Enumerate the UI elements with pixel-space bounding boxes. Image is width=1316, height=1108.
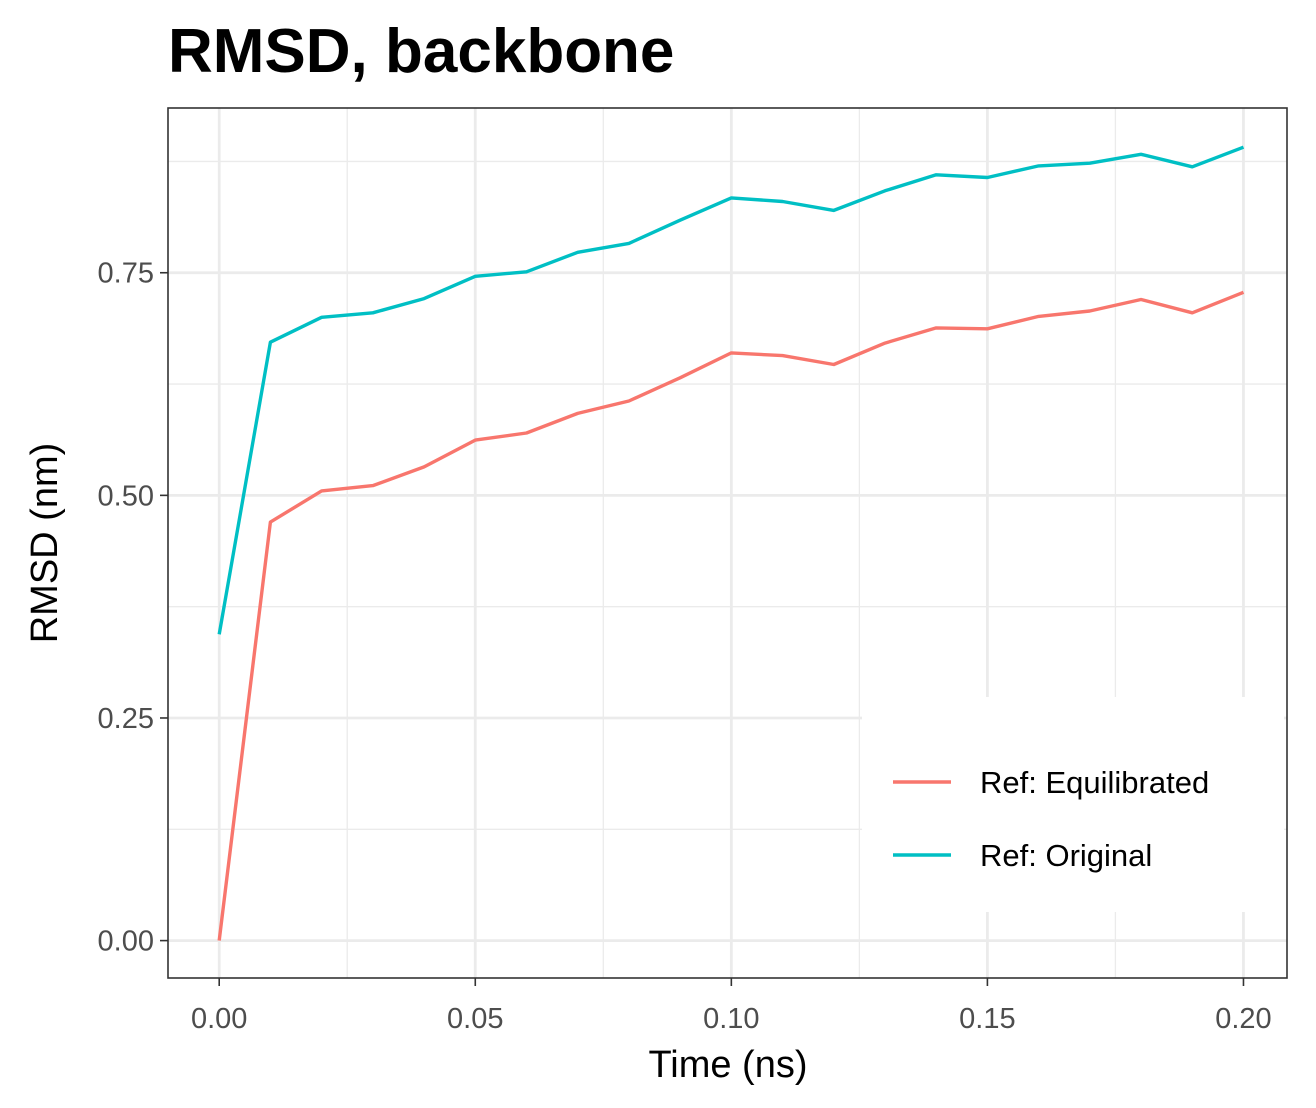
legend: Ref: Equilibrated Ref: Original <box>862 697 1284 912</box>
x-axis-title: Time (ns) <box>648 1044 807 1086</box>
y-axis-ticks: 0.00 0.25 0.50 0.75 <box>98 258 168 958</box>
y-tick-label: 0.50 <box>98 480 154 512</box>
y-axis-title: RMSD (nm) <box>24 443 66 644</box>
series-line-original <box>217 145 1245 635</box>
plot-panel-border <box>167 107 1288 979</box>
x-tick-label: 0.05 <box>447 1003 503 1035</box>
x-tick-label: 0.00 <box>191 1003 247 1035</box>
major-gridlines <box>168 108 1287 978</box>
x-tick-label: 0.10 <box>703 1003 759 1035</box>
x-axis-ticks: 0.00 0.05 0.10 0.15 0.20 <box>191 978 1272 1035</box>
legend-background <box>862 697 1284 912</box>
x-tick-label: 0.15 <box>959 1003 1015 1035</box>
y-tick-label: 0.00 <box>98 926 154 958</box>
series-line-equilibrated <box>217 290 1245 941</box>
legend-label-original: Ref: Original <box>980 838 1152 873</box>
x-tick-label: 0.20 <box>1215 1003 1271 1035</box>
minor-gridlines <box>168 108 1287 978</box>
y-tick-label: 0.75 <box>98 258 154 290</box>
series-lines <box>217 145 1245 941</box>
chart-title: RMSD, backbone <box>168 17 674 86</box>
legend-label-equilibrated: Ref: Equilibrated <box>980 765 1209 800</box>
y-tick-label: 0.25 <box>98 703 154 735</box>
